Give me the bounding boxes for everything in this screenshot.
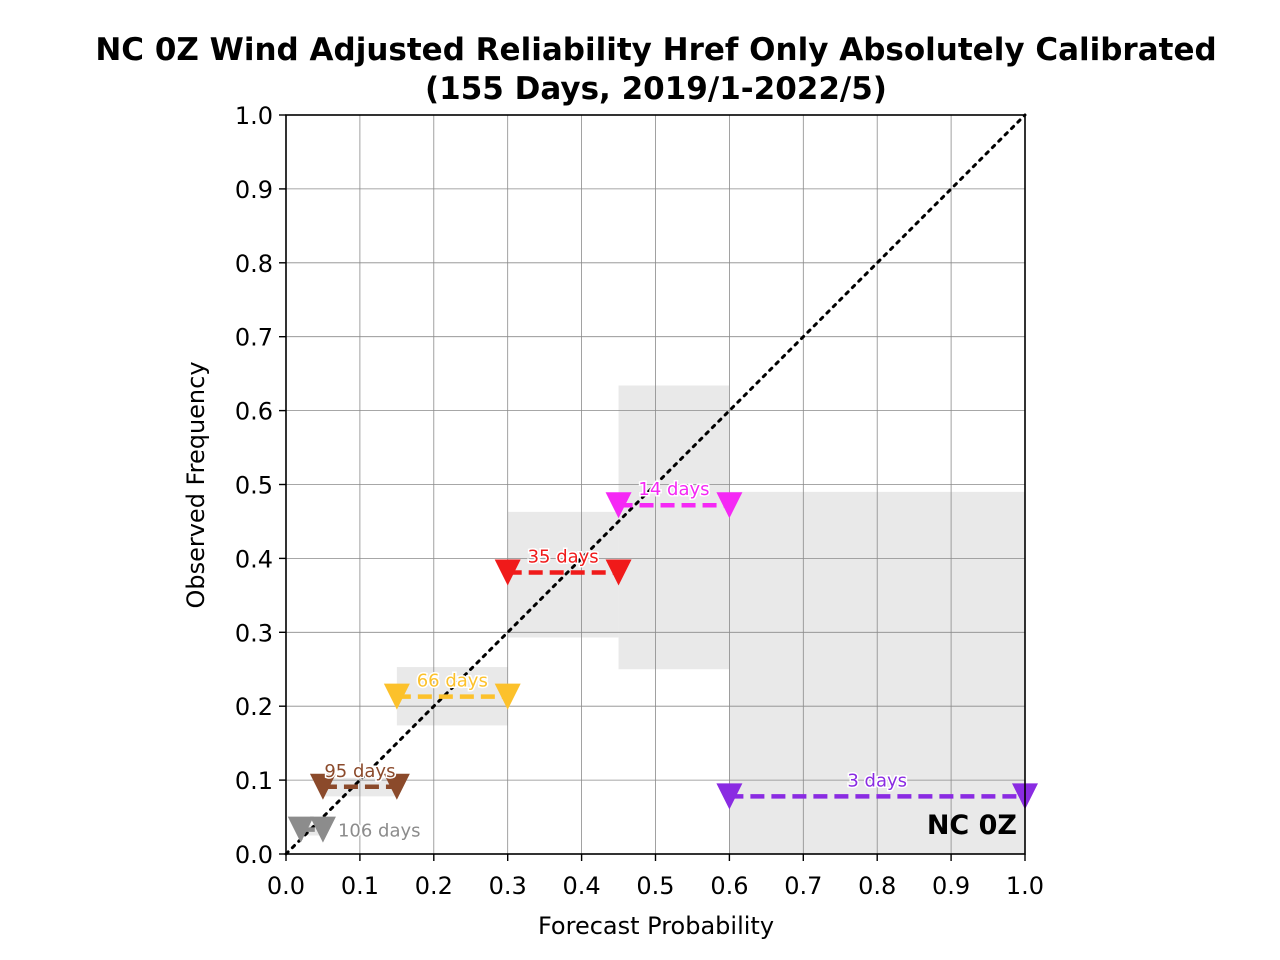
series-bin-3: 35 days <box>494 545 632 586</box>
y-tick-label-2: 0.2 <box>235 693 273 721</box>
x-tick-label-7: 0.7 <box>784 872 822 900</box>
x-axis: 0.0 0.1 0.2 0.3 0.4 0.5 0.6 0.7 0.8 0.9 1.0 <box>267 854 1044 900</box>
x-tick-label-0: 0.0 <box>267 872 305 900</box>
y-tick-label-8: 0.8 <box>235 250 273 278</box>
x-tick-label-1: 0.1 <box>341 872 379 900</box>
y-tick-label-9: 0.9 <box>235 176 273 204</box>
chart-title-line1: NC 0Z Wind Adjusted Reliability Href Onl… <box>95 32 1216 68</box>
down-triangle-marker-1-1 <box>383 773 410 800</box>
x-tick-label-5: 0.5 <box>636 872 674 900</box>
y-tick-label-4: 0.4 <box>235 545 273 573</box>
down-triangle-marker-0-1 <box>309 816 336 843</box>
y-tick-label-5: 0.5 <box>235 472 273 500</box>
y-tick-label-10: 1.0 <box>235 102 273 130</box>
day-count-label-4: 14 days <box>638 479 709 500</box>
x-tick-label-8: 0.8 <box>858 872 896 900</box>
day-count-label-2: 66 days <box>417 671 488 692</box>
region-label: NC 0Z <box>927 810 1017 841</box>
x-tick-label-4: 0.4 <box>563 872 601 900</box>
x-tick-label-3: 0.3 <box>489 872 527 900</box>
day-count-label-5: 3 days <box>847 770 907 791</box>
x-tick-label-9: 0.9 <box>932 872 970 900</box>
x-tick-label-6: 0.6 <box>710 872 748 900</box>
series: 106 days 95 days 66 days 35 days 14 days 3 da… <box>287 478 1038 843</box>
down-triangle-marker-2-1 <box>494 683 521 710</box>
y-tick-label-1: 0.1 <box>235 767 273 795</box>
y-tick-label-3: 0.3 <box>235 619 273 647</box>
diagonal-reference-line <box>284 113 1027 856</box>
series-bin-4: 14 days <box>605 478 743 519</box>
y-tick-label-6: 0.6 <box>235 398 273 426</box>
down-triangle-marker-5-0 <box>716 783 743 810</box>
day-count-label-3: 35 days <box>528 546 599 567</box>
down-triangle-marker-4-1 <box>716 492 743 519</box>
x-tick-label-10: 1.0 <box>1006 872 1044 900</box>
down-triangle-marker-4-0 <box>605 492 632 519</box>
down-triangle-marker-3-1 <box>605 559 632 586</box>
down-triangle-marker-2-0 <box>383 683 410 710</box>
day-count-label-1: 95 days <box>324 761 395 782</box>
down-triangle-marker-0-0 <box>287 816 314 843</box>
x-tick-label-2: 0.2 <box>415 872 453 900</box>
y-axis-label: Observed Frequency <box>182 361 210 608</box>
confidence-band-4 <box>618 385 730 670</box>
series-bin-1: 95 days <box>309 759 410 800</box>
confidence-bands <box>300 385 1025 854</box>
series-bin-2: 66 days <box>383 669 521 710</box>
series-bin-5: 3 days <box>716 769 1038 810</box>
y-axis: 0.0 0.1 0.2 0.3 0.4 0.5 0.6 0.7 0.8 0.9 1.0 <box>235 102 286 869</box>
series-bin-0: 106 days <box>287 816 422 843</box>
x-axis-label: Forecast Probability <box>538 912 774 940</box>
y-tick-label-7: 0.7 <box>235 324 273 352</box>
y-tick-label-0: 0.0 <box>235 841 273 869</box>
down-triangle-marker-1-0 <box>309 773 336 800</box>
day-count-label-0: 106 days <box>338 821 421 842</box>
chart-title-line2: (155 Days, 2019/1-2022/5) <box>425 71 887 107</box>
down-triangle-marker-3-0 <box>494 559 521 586</box>
